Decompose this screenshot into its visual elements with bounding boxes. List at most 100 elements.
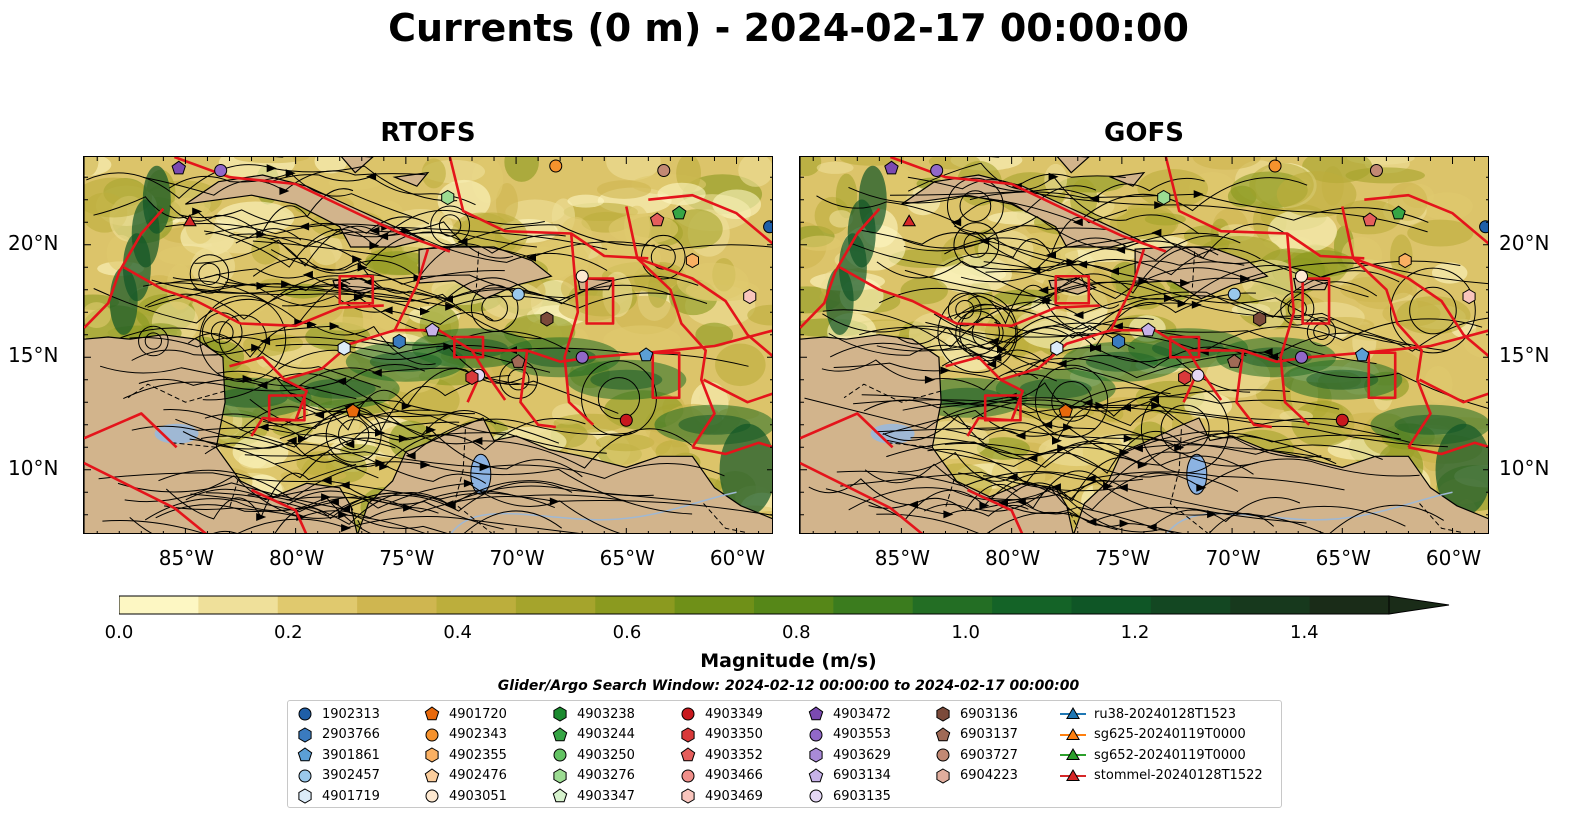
legend-marker [681, 788, 695, 804]
legend-marker-icon [809, 789, 823, 803]
legend-title: Glider/Argo Search Window: 2024-02-12 00… [497, 678, 1080, 694]
legend-marker [681, 769, 695, 783]
legend-marker-icon [1060, 727, 1086, 740]
panel-title-gofs: GOFS [1104, 118, 1184, 148]
lat-tick-label-left: 20°N [8, 230, 59, 255]
lon-tick-label: 85°W [874, 546, 930, 570]
float-marker-4903469 [1462, 288, 1476, 305]
legend-marker-icon [936, 768, 950, 784]
legend-item: sg652-20240119T0000 [1060, 745, 1246, 765]
legend-marker [553, 768, 567, 784]
float-marker-4903472 [884, 160, 899, 175]
legend-item: 2903766 [296, 725, 380, 745]
colorbar-tick-label: 1.2 [1120, 622, 1150, 643]
legend-label: stommel-20240128T1522 [1094, 768, 1263, 784]
float-marker-4903276 [1157, 189, 1171, 206]
float-marker-6903137 [1227, 354, 1242, 368]
colorbar-segment [1071, 596, 1152, 614]
colorbar-tick-label: 0.2 [274, 622, 303, 643]
legend-marker-icon [424, 706, 440, 721]
float-marker-2903766 [1112, 333, 1126, 350]
colorbar-segment [833, 596, 914, 614]
legend-marker [1066, 748, 1080, 761]
legend-item: 4901720 [423, 704, 507, 724]
map-panel-gofs[interactable] [799, 156, 1489, 534]
legend-marker [425, 728, 439, 742]
legend-item: 6903137 [934, 725, 1018, 745]
float-marker-6903137 [511, 354, 526, 368]
colorbar-tick-label: 1.4 [1290, 622, 1319, 643]
float-marker-4903472 [171, 160, 186, 175]
lat-tick-label-left: 10°N [8, 455, 59, 480]
float-markers [884, 159, 1488, 427]
legend-item: 6903135 [807, 786, 891, 806]
float-marker-1902313 [1479, 220, 1488, 234]
lon-tick-label: 85°W [158, 546, 214, 570]
lon-tick-label: 65°W [1315, 546, 1371, 570]
lon-tick-label: 70°W [489, 546, 545, 570]
legend-marker-icon [424, 768, 440, 782]
legend-item: 3902457 [296, 766, 380, 786]
legend-item: 4903238 [551, 704, 635, 724]
lat-tick-label-left: 15°N [8, 343, 59, 368]
lon-tick-label: 75°W [379, 546, 435, 570]
float-marker-4902355 [685, 252, 699, 269]
float-marker-4902343 [1268, 159, 1282, 173]
lon-tick-label: 65°W [599, 546, 655, 570]
float-marker-3901861 [1354, 347, 1370, 362]
legend-label: 6903137 [960, 727, 1018, 743]
legend-label: 4902343 [449, 727, 507, 743]
legend-marker [552, 788, 568, 803]
legend-item: 6903134 [807, 766, 891, 786]
legend-marker-icon [681, 788, 695, 804]
colorbar-label: Magnitude (m/s) [700, 650, 877, 672]
colorbar-segment [1150, 596, 1231, 614]
lon-tick-label: 60°W [1425, 546, 1482, 570]
legend-item: 4903276 [551, 766, 635, 786]
float-marker-4901720 [345, 403, 361, 418]
legend-marker-icon [425, 747, 439, 763]
lon-tick-label: 60°W [709, 546, 766, 570]
lon-tick-label: 80°W [985, 546, 1041, 570]
map-panel-rtofs[interactable] [83, 156, 773, 534]
float-marker-6903134 [1141, 322, 1156, 337]
float-marker-4901719 [1050, 340, 1064, 356]
float-marker-4903553 [930, 164, 944, 177]
legend-marker [936, 706, 950, 722]
float-marker-4903553 [575, 350, 589, 364]
legend-item: 4903349 [679, 704, 763, 724]
lat-tick-label-right: 10°N [1499, 455, 1550, 480]
legend-item: 4902476 [423, 766, 507, 786]
legend-label: 1902313 [322, 706, 380, 722]
float-marker-4903051 [1295, 269, 1309, 283]
legend-marker [552, 726, 568, 741]
legend-marker [298, 707, 312, 721]
legend-marker-icon [1060, 768, 1086, 781]
legend-marker [298, 727, 312, 743]
legend-label: 4903553 [833, 727, 891, 743]
legend-marker [1066, 727, 1080, 740]
legend-label: 3902457 [322, 768, 380, 784]
legend-marker-icon [681, 769, 695, 783]
legend-item: 4903352 [679, 745, 763, 765]
float-marker-3902457 [511, 287, 525, 301]
float-marker-6903136 [540, 311, 554, 327]
colorbar-segment [277, 596, 358, 614]
float-marker-4903553 [1295, 350, 1309, 364]
legend-label: 6903134 [833, 768, 891, 784]
lat-tick-label-right: 20°N [1499, 230, 1550, 255]
legend-item: 6903727 [934, 745, 1018, 765]
legend-marker [1066, 707, 1080, 719]
legend-item: 4903244 [551, 725, 635, 745]
float-marker-4903051 [575, 269, 589, 283]
legend-item: 6904223 [934, 766, 1018, 786]
legend-label: 4903472 [833, 706, 891, 722]
figure-title: Currents (0 m) - 2024-02-17 00:00:00 [388, 6, 1189, 50]
legend-marker-icon [553, 748, 567, 762]
float-marker-6903135 [1191, 368, 1205, 382]
legend-marker-icon [553, 706, 567, 722]
legend-label: 4903244 [577, 727, 635, 743]
legend-marker-icon [425, 728, 439, 742]
legend-marker-icon [808, 706, 824, 721]
float-marker-4903350 [465, 369, 479, 386]
